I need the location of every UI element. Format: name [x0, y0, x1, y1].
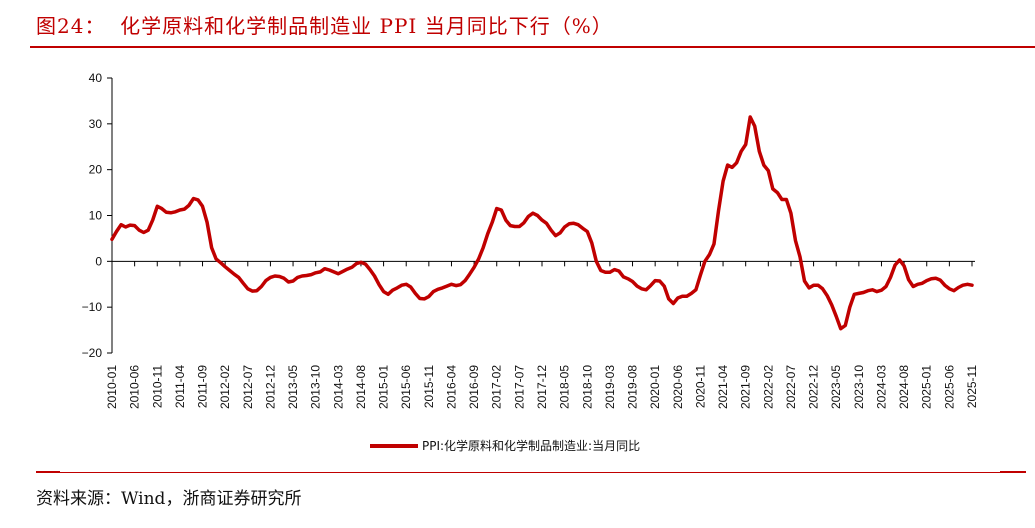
- x-tick-label: 2014-03: [331, 365, 345, 409]
- x-tick-label: 2023-10: [852, 365, 866, 409]
- x-tick-label: 2019-03: [603, 365, 617, 409]
- x-tick-label: 2012-12: [263, 365, 277, 409]
- x-tick-label: 2014-08: [354, 365, 368, 409]
- x-tick-label: 2022-02: [761, 365, 775, 409]
- x-tick-label: 2024-03: [874, 365, 888, 409]
- x-axis: 2010-01 2010-06 2010-11 2011-04 2011-09 2012-…: [105, 260, 979, 409]
- y-tick-label: 20: [89, 163, 103, 177]
- x-tick-label: 2013-10: [309, 365, 323, 409]
- y-tick-label: 30: [89, 117, 103, 131]
- x-tick-label: 2015-06: [399, 365, 413, 409]
- x-tick-label: 2019-08: [626, 365, 640, 409]
- footer-divider-accent-left: [36, 471, 60, 473]
- x-tick-label: 2016-09: [467, 365, 481, 409]
- footer-divider: [36, 472, 1026, 473]
- x-tick-label: 2010-11: [150, 365, 164, 408]
- x-tick-label: 2016-04: [444, 365, 458, 409]
- x-tick-label: 2021-09: [739, 365, 753, 409]
- y-tick-label: 0: [95, 254, 102, 268]
- x-tick-label: 2011-04: [173, 365, 187, 408]
- legend: PPI:化学原料和化学制品制造业:当月同比: [370, 438, 640, 453]
- x-tick-label: 2020-01: [648, 365, 662, 409]
- x-tick-label: 2020-06: [671, 365, 685, 409]
- figure-title: 图24： 化学原料和化学制品制造业 PPI 当月同比下行（%）: [36, 14, 613, 38]
- legend-label: PPI:化学原料和化学制品制造业:当月同比: [422, 438, 640, 453]
- y-tick-label: −10: [82, 300, 103, 314]
- x-tick-label: 2023-05: [829, 365, 843, 409]
- x-tick-label: 2010-06: [128, 365, 142, 409]
- series-line-ppi: [110, 115, 974, 331]
- x-tick-label: 2025-01: [920, 365, 934, 409]
- x-tick-label: 2020-11: [693, 365, 707, 408]
- x-tick-label: 2017-07: [512, 365, 526, 409]
- x-tick-label: 2015-11: [422, 365, 436, 408]
- x-tick-label: 2021-04: [716, 365, 730, 409]
- x-tick-label: 2012-07: [241, 365, 255, 409]
- x-tick-label: 2018-10: [580, 365, 594, 409]
- x-tick-label: 2011-09: [196, 365, 210, 408]
- x-tick-label: 2024-08: [897, 365, 911, 409]
- y-tick-label: 40: [89, 71, 103, 85]
- x-tick-label: 2025-06: [942, 365, 956, 409]
- x-tick-label: 2013-05: [286, 365, 300, 409]
- x-tick-label: 2017-02: [490, 365, 504, 409]
- x-tick-label: 2018-05: [558, 365, 572, 409]
- x-tick-label: 2012-02: [218, 365, 232, 409]
- source-note: 资料来源：Wind，浙商证券研究所: [36, 489, 302, 509]
- y-tick-label: −20: [82, 346, 103, 360]
- x-tick-label: 2022-12: [807, 365, 821, 409]
- title-divider: [30, 46, 1035, 48]
- y-axis: 40 30 20 10 0 −10 −20: [82, 71, 113, 360]
- y-tick-label: 10: [89, 209, 103, 223]
- x-tick-label: 2025-11: [965, 365, 979, 408]
- x-tick-label: 2022-07: [784, 365, 798, 409]
- footer-divider-accent-right: [1000, 471, 1026, 473]
- x-tick-label: 2017-12: [535, 365, 549, 409]
- x-tick-label: 2010-01: [105, 365, 119, 409]
- x-tick-label: 2015-01: [377, 365, 391, 409]
